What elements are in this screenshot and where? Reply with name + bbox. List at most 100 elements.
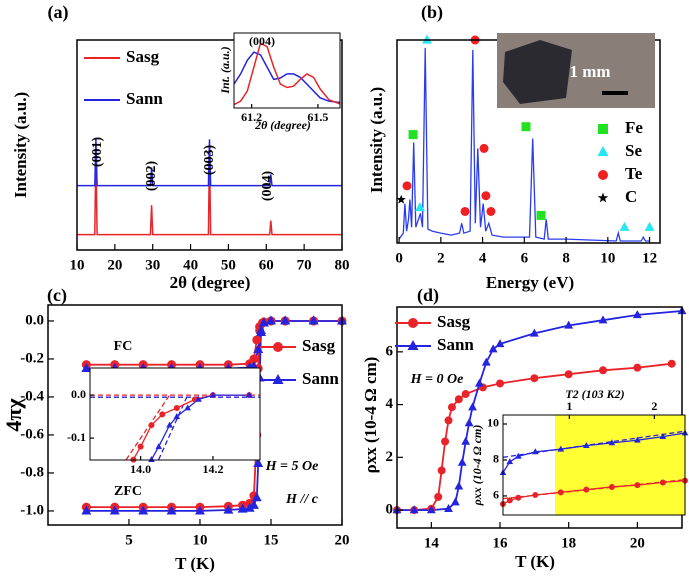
x-tick-label: 4 <box>479 250 487 266</box>
annotation: H = 5 Oe <box>265 459 319 474</box>
marker <box>515 495 521 501</box>
marker <box>480 144 489 153</box>
legend-label: Sasg <box>437 312 471 331</box>
x-tick-label: 1 <box>566 399 572 413</box>
marker <box>598 170 608 180</box>
annotation: (004) <box>260 171 275 202</box>
x-tick-label: 15 <box>263 532 278 548</box>
x-axis-label: T (K) <box>515 552 555 571</box>
x-tick-label: 8 <box>562 250 570 266</box>
marker <box>448 403 456 411</box>
marker <box>159 411 165 417</box>
marker <box>438 467 446 475</box>
legend-label: Sann <box>302 369 339 388</box>
marker <box>660 479 666 485</box>
marker <box>462 390 470 398</box>
x-tick-label: 50 <box>221 257 236 273</box>
y-axis-label: ρxx (10-4 Ω cm) <box>470 425 484 507</box>
marker <box>445 416 453 424</box>
marker <box>434 493 442 501</box>
annotation: H = 0 Oe <box>410 372 464 387</box>
y-tick-label: 2 <box>386 449 394 465</box>
y-tick-label: 0 <box>386 502 394 518</box>
marker <box>252 335 261 344</box>
annotation: (002) <box>144 161 159 192</box>
marker <box>422 35 432 44</box>
panel-label: (d) <box>417 285 439 306</box>
x-axis-label: Energy (eV) <box>486 273 574 292</box>
legend-label: Sann <box>437 335 474 354</box>
x-tick-label: 30 <box>145 257 160 273</box>
marker <box>583 487 589 493</box>
marker <box>138 444 144 450</box>
marker <box>408 318 418 328</box>
marker <box>558 489 564 495</box>
y-tick-label: -0.2 <box>20 350 44 366</box>
x-tick-label: 40 <box>183 257 198 273</box>
x-tick-label: 10 <box>600 250 615 266</box>
marker <box>609 484 615 490</box>
y-axis-label: Int. (a.u.) <box>218 46 232 94</box>
marker <box>409 130 418 139</box>
panel-label: (a) <box>48 2 69 23</box>
x-tick-label: 20 <box>630 535 645 551</box>
x-axis-label: 2θ (degree) <box>254 118 311 132</box>
marker <box>598 124 608 134</box>
y-tick-label: -1.0 <box>20 502 44 518</box>
legend-label: C <box>625 187 637 206</box>
marker <box>634 482 640 488</box>
x-tick-label: 14.0 <box>130 462 151 476</box>
x-tick-label: 18 <box>561 535 576 551</box>
y-tick-label: 4 <box>386 396 394 412</box>
y-tick-label: 10 <box>487 416 499 430</box>
annotation: (004) <box>249 34 275 48</box>
panel-label: (b) <box>421 2 443 23</box>
legend-label: Se <box>625 141 642 160</box>
marker <box>441 437 449 445</box>
y-tick-label: -0.1 <box>67 430 86 444</box>
marker <box>537 211 546 220</box>
x-tick-label: 20 <box>335 532 350 548</box>
legend-label: Fe <box>625 118 643 137</box>
legend-label: Sasg <box>302 336 336 355</box>
y-axis-label: Intensity (a.u.) <box>367 87 386 193</box>
x-tick-label: 12 <box>642 250 657 266</box>
marker <box>532 492 538 498</box>
x-tick-label: 10 <box>70 257 85 273</box>
scale-bar-label: 1 mm <box>569 62 610 81</box>
x-axis-label: T (K) <box>175 554 215 573</box>
plot-area <box>90 368 260 460</box>
x-tick-label: 5 <box>125 532 133 548</box>
x-tick-label: 70 <box>297 257 312 273</box>
marker <box>633 364 641 372</box>
annotation: ZFC <box>114 484 142 499</box>
marker <box>174 405 180 411</box>
x-tick-label: 2 <box>437 250 445 266</box>
legend-label: Sann <box>126 89 163 108</box>
marker <box>530 374 538 382</box>
marker <box>481 191 490 200</box>
x-tick-label: 14.2 <box>202 462 223 476</box>
marker <box>565 370 573 378</box>
legend-label: Sasg <box>126 47 160 66</box>
y-tick-label: 8 <box>493 452 499 466</box>
marker <box>668 360 676 368</box>
y-tick-label: 6 <box>493 488 499 502</box>
y-axis-label: Intensity (a.u.) <box>11 92 30 198</box>
marker <box>273 342 283 352</box>
y-axis-label: ρxx (10-4 Ω cm) <box>361 357 380 474</box>
annotation: H // c <box>285 492 319 507</box>
marker <box>507 497 513 503</box>
page: 10203040506070802θ (degree)Intensity (a.… <box>0 0 689 578</box>
marker <box>521 122 530 131</box>
sample-crystal <box>503 40 572 104</box>
x-tick-label: 20 <box>107 257 122 273</box>
marker <box>486 207 495 216</box>
legend-label: Te <box>625 164 643 183</box>
marker <box>599 366 607 374</box>
marker <box>403 181 412 190</box>
x-tick-label: 10 <box>192 532 207 548</box>
marker <box>148 422 154 428</box>
marker <box>496 379 504 387</box>
figure: 10203040506070802θ (degree)Intensity (a.… <box>0 0 689 578</box>
